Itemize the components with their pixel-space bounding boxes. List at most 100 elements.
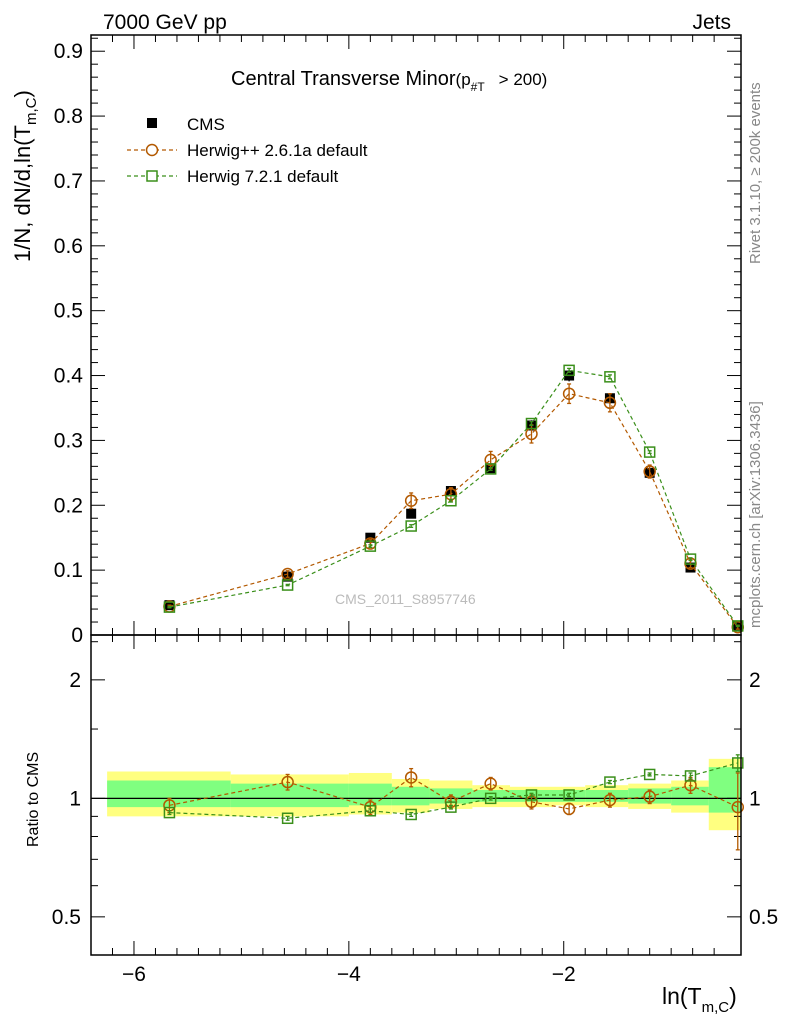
ratio-point-herwig7 <box>732 757 744 769</box>
ratio-point-herwig7 <box>484 792 497 805</box>
ratio-point-herwig7 <box>445 801 457 813</box>
ratio-point-herwig-pp <box>731 800 745 814</box>
x-tick-label: −6 <box>122 963 146 986</box>
main-series-line <box>169 369 739 627</box>
ratio-band-inner <box>708 767 741 813</box>
ratio-series-line <box>169 776 739 810</box>
main-y-tick-label: 0.1 <box>54 559 83 582</box>
ratio-point-herwig7 <box>405 808 417 821</box>
legend-entry-cms: CMS <box>147 115 225 134</box>
main-y-tick-label: 0 <box>71 624 83 647</box>
main-point-cms <box>406 508 417 519</box>
main-y-tick-label: 0.9 <box>54 40 83 63</box>
legend-herwig7-label: Herwig 7.2.1 default <box>187 167 338 186</box>
x-axis-label: ln(Tm,C) <box>662 983 737 1016</box>
main-y-tick-label: 0.6 <box>54 235 83 258</box>
main-series-2 <box>163 364 744 632</box>
main-point-herwig7 <box>163 601 176 613</box>
legend-cms-label: CMS <box>187 115 225 134</box>
main-panel: 0 0.1 0.2 0.3 0.4 0.5 0.6 0.7 0.8 0.9 Central Tra… <box>10 34 745 647</box>
main-title-selection: (p <box>456 70 471 89</box>
main-y-tick-label: 0.4 <box>54 365 84 388</box>
main-point-herwig7 <box>732 620 744 632</box>
ratio-band-inner <box>472 790 511 802</box>
ratio-y-tick-label-right: 1 <box>749 787 761 810</box>
main-point-herwig-pp <box>404 494 418 507</box>
mcplots-side-label: mcplots.cern.ch [arXiv:1306.3436] <box>747 401 764 628</box>
main-point-herwig7 <box>643 446 656 458</box>
ratio-point-herwig7 <box>525 789 538 801</box>
ratio-point-herwig-pp <box>603 793 617 807</box>
main-point-herwig7 <box>405 520 417 532</box>
ratio-panel: 0.5 0.5 1 1 2 2 −6 −4 −2 Ratio to CMS ln(Tm,C) <box>25 634 778 1016</box>
main-title-text: Central Transverse Minor <box>231 68 456 90</box>
ratio-point-herwig-pp <box>281 775 294 789</box>
main-y-axis-label-lead: 1/N <box>10 228 35 262</box>
main-y-tick-label: 0.2 <box>54 494 83 517</box>
ratio-point-herwig7 <box>163 806 176 819</box>
x-tick-label: −4 <box>337 963 361 986</box>
main-point-herwig-pp <box>603 396 617 410</box>
x-axis-label-close: ) <box>729 983 737 1009</box>
ratio-y-tick-label-right: 0.5 <box>749 906 778 929</box>
ratio-point-herwig-pp <box>643 790 656 803</box>
main-point-herwig7 <box>281 579 294 591</box>
x-axis-label-sub: m,C <box>702 999 730 1016</box>
ratio-point-herwig-pp <box>684 778 697 792</box>
legend-entry-herwig7: Herwig 7.2.1 default <box>127 167 338 186</box>
x-axis-label-lead: ln(T <box>662 983 702 1009</box>
ratio-point-herwig7 <box>364 805 377 817</box>
x-tick-label: −2 <box>552 963 576 986</box>
main-y-tick-label: 0.8 <box>54 105 83 128</box>
ratio-series-1 <box>163 754 744 825</box>
legend-herwig-pp-marker <box>145 143 159 157</box>
main-point-herwig-pp <box>643 465 656 478</box>
main-point-herwig7 <box>484 463 497 475</box>
ratio-y-tick-label-right: 2 <box>749 669 761 692</box>
main-y-axis-label-rest: , dN/d,ln(T <box>10 125 35 228</box>
ratio-point-herwig7 <box>563 789 575 801</box>
legend-herwig-pp-label: Herwig++ 2.6.1a default <box>187 141 368 160</box>
legend-cms-marker <box>147 118 157 128</box>
ratio-point-herwig7 <box>281 812 294 825</box>
legend-herwig7-marker <box>146 170 158 182</box>
ratio-y-tick-label: 1 <box>69 787 81 810</box>
main-point-herwig7 <box>604 371 616 383</box>
ratio-point-herwig7 <box>604 776 616 788</box>
main-y-axis-label-close: ) <box>10 90 35 97</box>
main-title: Central Transverse Minor(p#T > 200) <box>231 68 547 94</box>
main-point-herwig-pp <box>484 453 497 467</box>
ratio-point-herwig-pp <box>484 777 497 790</box>
ratio-point-herwig7 <box>684 770 697 782</box>
ratio-series-line <box>169 762 738 819</box>
main-y-tick-label: 0.5 <box>54 300 83 323</box>
main-title-selection-sub: #T <box>471 80 486 94</box>
main-point-herwig7 <box>364 540 377 552</box>
main-y-tick-label: 0.3 <box>54 429 83 452</box>
main-point-herwig7 <box>445 494 457 507</box>
ratio-point-herwig-pp <box>404 771 418 784</box>
ratio-band-inner <box>230 783 349 808</box>
ratio-band-inner <box>671 786 709 806</box>
main-point-herwig7 <box>525 417 538 430</box>
ratio-band-inner <box>391 786 430 806</box>
main-point-herwig-pp <box>562 387 576 400</box>
header-right-label: Jets <box>692 11 731 34</box>
analysis-watermark: CMS_2011_S8957746 <box>335 591 476 607</box>
main-title-selection-cut: > 200) <box>499 70 548 89</box>
ratio-y-tick-label: 0.5 <box>52 906 81 929</box>
legend-entry-herwig-pp: Herwig++ 2.6.1a default <box>127 141 368 160</box>
ratio-point-herwig-pp <box>562 802 576 816</box>
ratio-point-herwig7 <box>643 768 656 781</box>
ratio-y-axis-label: Ratio to CMS <box>25 752 42 847</box>
ratio-plot-frame <box>90 634 742 956</box>
main-y-axis-label-sub: m,C <box>23 97 40 125</box>
header-left-label: 7000 GeV pp <box>103 11 227 34</box>
legend: CMS Herwig++ 2.6.1a default Herwig 7.2.1… <box>127 115 368 186</box>
main-y-tick-label: 0.7 <box>54 170 83 193</box>
main-point-herwig7 <box>684 553 697 565</box>
rivet-side-label: Rivet 3.1.10, ≥ 200k events <box>747 82 764 264</box>
main-y-axis-label: 1/N, dN/d,ln(Tm,C) <box>10 90 40 262</box>
main-point-herwig7 <box>563 364 575 377</box>
